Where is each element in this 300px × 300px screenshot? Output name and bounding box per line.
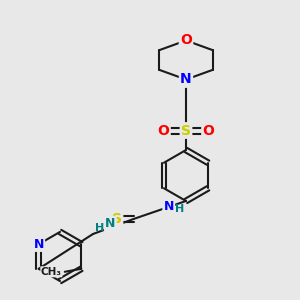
- Text: O: O: [180, 34, 192, 47]
- Text: S: S: [112, 212, 122, 226]
- Text: H: H: [175, 203, 184, 214]
- Text: N: N: [180, 73, 192, 86]
- Text: O: O: [202, 124, 214, 137]
- Text: N: N: [105, 217, 116, 230]
- Text: O: O: [158, 124, 169, 137]
- Text: N: N: [34, 238, 44, 251]
- Text: H: H: [95, 223, 104, 233]
- Text: S: S: [181, 124, 191, 137]
- Text: CH₃: CH₃: [41, 267, 62, 277]
- Text: N: N: [164, 200, 174, 214]
